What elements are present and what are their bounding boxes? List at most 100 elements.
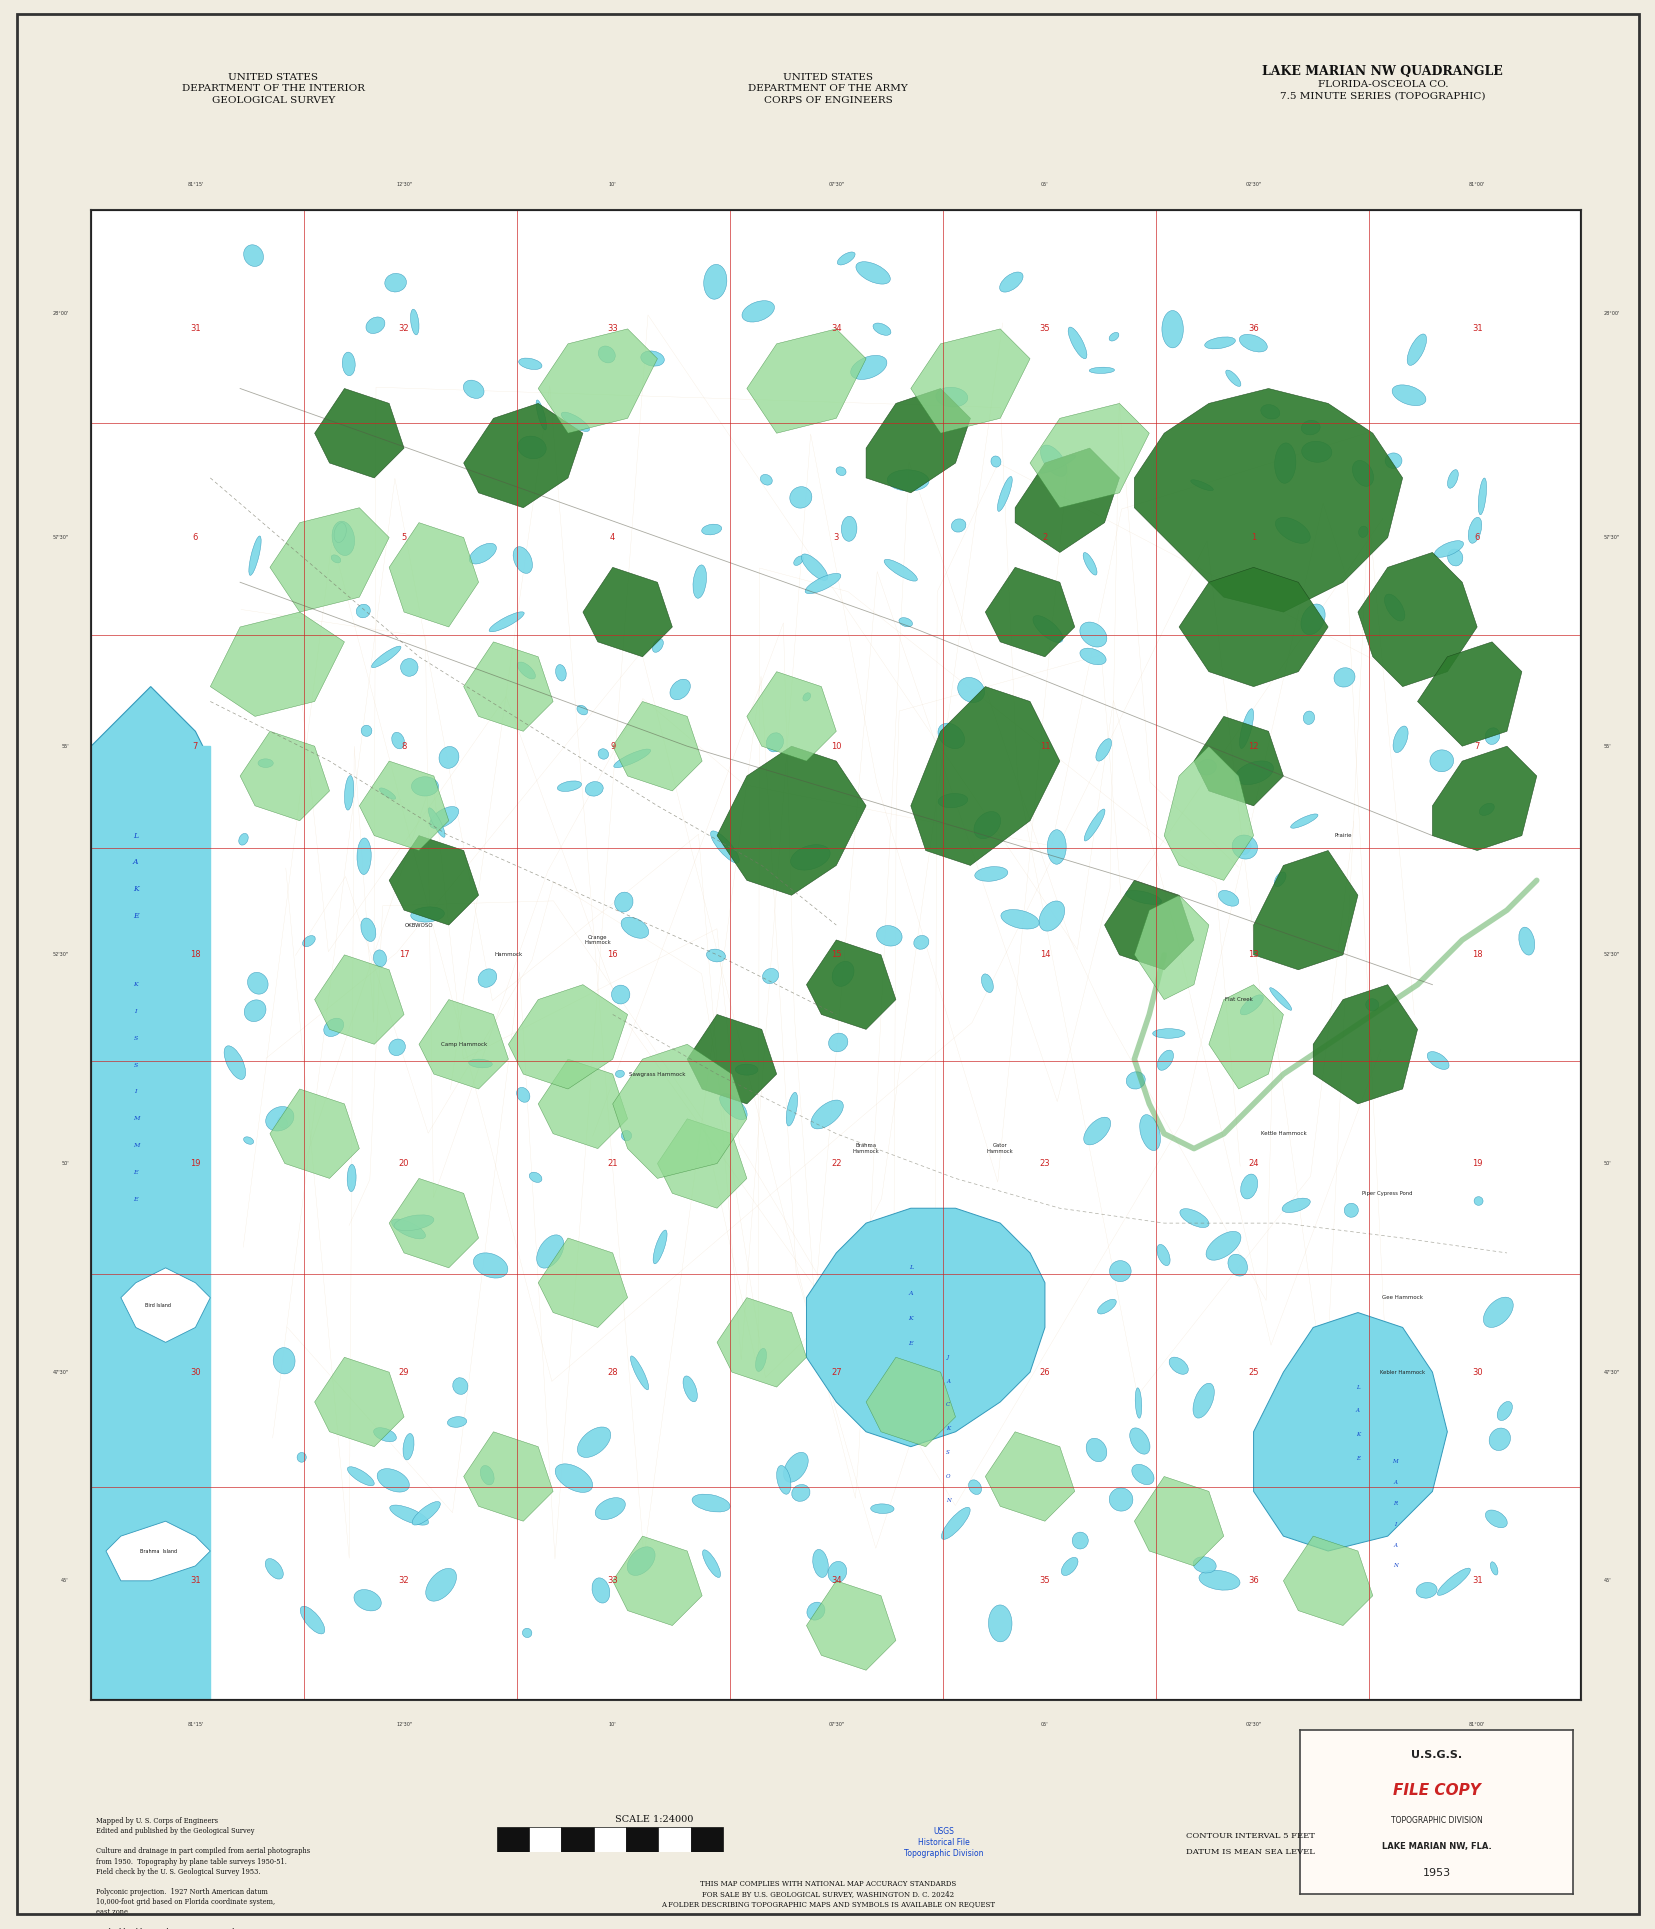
Text: L: L (909, 1265, 912, 1271)
Text: UNITED STATES: UNITED STATES (228, 73, 318, 81)
Text: 28: 28 (607, 1368, 617, 1377)
Text: 12: 12 (1248, 741, 1258, 750)
Ellipse shape (836, 467, 846, 476)
Ellipse shape (682, 1375, 697, 1402)
Text: N: N (1392, 1562, 1397, 1568)
Text: DEPARTMENT OF THE ARMY: DEPARTMENT OF THE ARMY (748, 85, 907, 93)
Text: 9: 9 (609, 741, 616, 750)
Ellipse shape (394, 1215, 434, 1231)
Text: Kettle Hammock: Kettle Hammock (1259, 1130, 1306, 1136)
Ellipse shape (1468, 517, 1481, 544)
Ellipse shape (561, 413, 589, 432)
Text: S: S (134, 1063, 137, 1067)
Text: E: E (1355, 1456, 1359, 1460)
Ellipse shape (410, 907, 444, 922)
Polygon shape (1134, 388, 1402, 611)
Polygon shape (210, 611, 344, 716)
Ellipse shape (348, 1466, 374, 1485)
Ellipse shape (973, 812, 1000, 839)
Ellipse shape (1384, 594, 1403, 621)
Ellipse shape (1218, 891, 1238, 907)
Text: FILE COPY: FILE COPY (1392, 1784, 1480, 1798)
Text: I: I (1394, 1522, 1395, 1526)
Text: 2: 2 (1041, 532, 1048, 542)
Text: UNITED STATES: UNITED STATES (783, 73, 872, 81)
Text: LAKE MARIAN NW, FLA.: LAKE MARIAN NW, FLA. (1380, 1842, 1491, 1852)
Text: 02'30": 02'30" (1245, 1723, 1261, 1726)
Ellipse shape (1446, 550, 1461, 565)
Ellipse shape (410, 777, 439, 797)
Ellipse shape (616, 1071, 624, 1078)
Ellipse shape (1079, 648, 1106, 666)
Ellipse shape (872, 322, 890, 336)
Ellipse shape (425, 1568, 457, 1601)
Ellipse shape (1238, 334, 1266, 351)
Ellipse shape (1289, 814, 1317, 828)
Ellipse shape (841, 517, 856, 542)
Polygon shape (1417, 642, 1521, 747)
Ellipse shape (410, 309, 419, 336)
Ellipse shape (1415, 1582, 1437, 1599)
Text: K: K (134, 982, 137, 988)
Text: Hammock: Hammock (493, 953, 523, 957)
Ellipse shape (940, 1507, 970, 1539)
Text: 10': 10' (609, 1723, 616, 1726)
Polygon shape (583, 567, 672, 656)
Text: 29: 29 (399, 1368, 409, 1377)
Ellipse shape (392, 733, 404, 748)
Ellipse shape (303, 936, 314, 947)
Text: 22: 22 (831, 1159, 841, 1169)
Ellipse shape (741, 301, 775, 322)
Ellipse shape (591, 1578, 609, 1603)
Ellipse shape (1473, 1196, 1483, 1206)
Ellipse shape (331, 556, 341, 563)
Text: CONTOUR INTERVAL 5 FEET: CONTOUR INTERVAL 5 FEET (1185, 1833, 1314, 1840)
Ellipse shape (1152, 1028, 1185, 1038)
Text: Prairie: Prairie (1334, 833, 1350, 837)
Text: K: K (909, 1316, 912, 1321)
Ellipse shape (950, 519, 965, 532)
Polygon shape (1283, 1535, 1372, 1626)
Ellipse shape (536, 1235, 563, 1267)
Ellipse shape (488, 611, 525, 633)
Ellipse shape (1205, 1231, 1240, 1260)
Ellipse shape (1231, 835, 1256, 858)
Text: A: A (1392, 1543, 1397, 1547)
Text: 31: 31 (1471, 1576, 1481, 1586)
Ellipse shape (516, 1088, 530, 1101)
Text: Mapped by U. S. Corps of Engineers
Edited and published by the Geological Survey: Mapped by U. S. Corps of Engineers Edite… (96, 1817, 309, 1929)
Ellipse shape (957, 677, 985, 702)
Ellipse shape (300, 1607, 324, 1634)
Ellipse shape (536, 399, 546, 430)
Polygon shape (985, 567, 1074, 656)
Ellipse shape (804, 573, 841, 594)
Ellipse shape (1483, 1296, 1513, 1327)
Bar (626, 1827, 657, 1852)
Polygon shape (1357, 552, 1476, 687)
Text: Kebler Hammock: Kebler Hammock (1379, 1370, 1425, 1375)
Polygon shape (240, 731, 329, 820)
Text: 8: 8 (401, 741, 407, 750)
Ellipse shape (1157, 1244, 1170, 1265)
Polygon shape (463, 1431, 553, 1522)
Ellipse shape (652, 638, 664, 652)
Text: 17: 17 (399, 951, 409, 959)
Ellipse shape (1240, 843, 1251, 855)
Polygon shape (746, 328, 866, 434)
Ellipse shape (334, 523, 346, 542)
Text: 1: 1 (1250, 532, 1256, 542)
Ellipse shape (1067, 328, 1086, 359)
Ellipse shape (480, 1466, 493, 1485)
Ellipse shape (245, 999, 266, 1022)
Text: 47'30": 47'30" (1602, 1370, 1619, 1375)
Text: 05': 05' (1041, 183, 1048, 187)
Ellipse shape (1082, 1117, 1111, 1146)
Text: THIS MAP COMPLIES WITH NATIONAL MAP ACCURACY STANDARDS
FOR SALE BY U.S. GEOLOGIC: THIS MAP COMPLIES WITH NATIONAL MAP ACCU… (660, 1881, 995, 1908)
Text: Sawgrass Hammock: Sawgrass Hammock (629, 1073, 685, 1076)
Text: 5: 5 (401, 532, 407, 542)
Text: 18: 18 (1471, 951, 1481, 959)
Text: K: K (1355, 1431, 1359, 1437)
Ellipse shape (1496, 1402, 1511, 1420)
Ellipse shape (468, 544, 496, 563)
Ellipse shape (1203, 338, 1235, 349)
